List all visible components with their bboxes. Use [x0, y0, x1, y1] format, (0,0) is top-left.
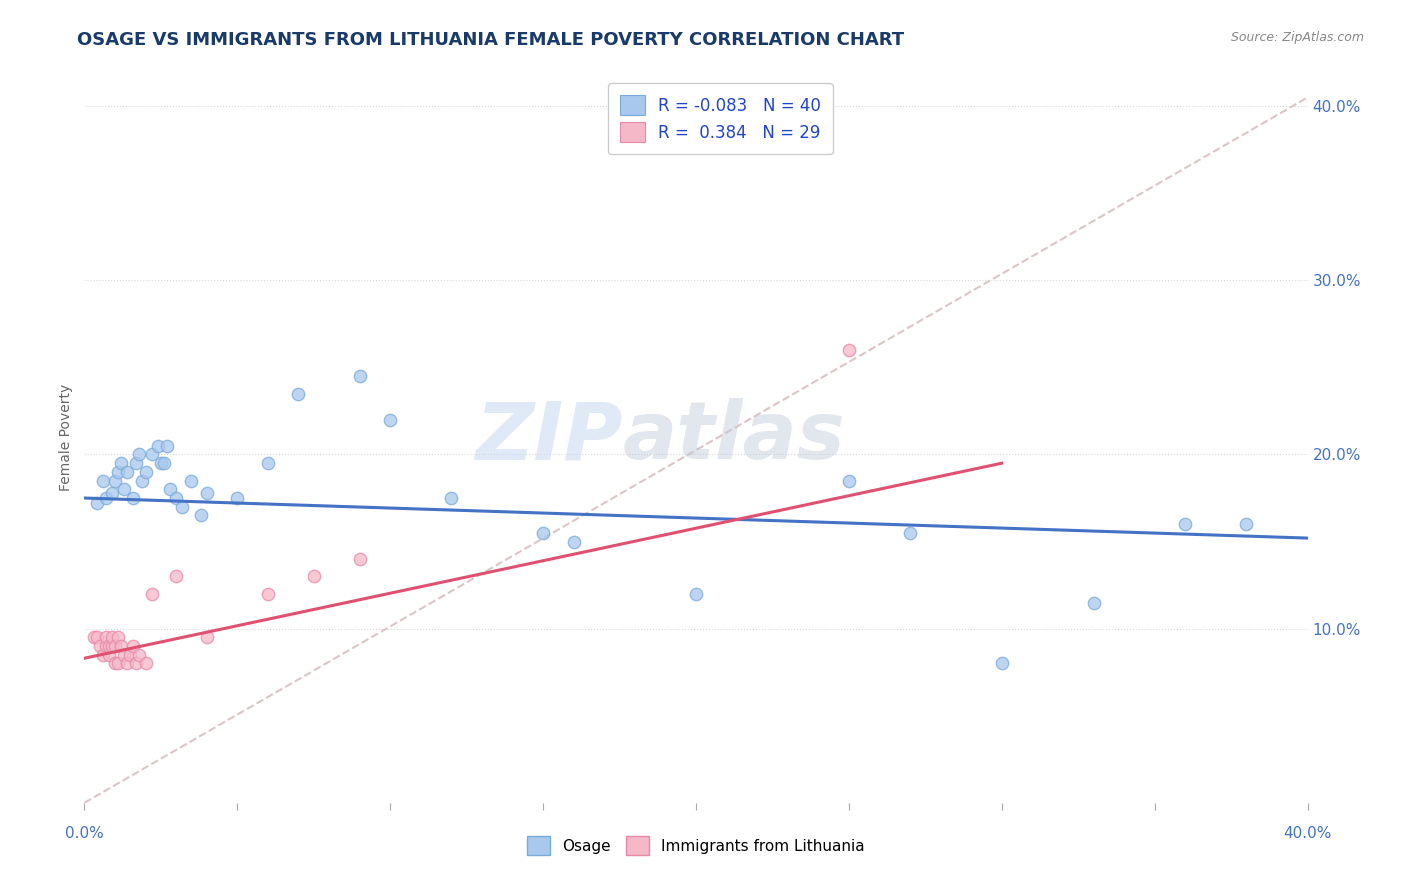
Point	[91, 474, 114, 488]
Point	[97, 639, 120, 653]
Text: atlas: atlas	[623, 398, 845, 476]
Point	[165, 491, 187, 505]
Text: Source: ZipAtlas.com: Source: ZipAtlas.com	[1230, 31, 1364, 45]
Point	[287, 386, 309, 401]
Point	[159, 483, 181, 497]
Point	[531, 525, 554, 540]
Point	[141, 448, 163, 462]
Point	[898, 525, 921, 540]
Point	[131, 474, 153, 488]
Point	[104, 639, 127, 653]
Point	[101, 639, 124, 653]
Point	[562, 534, 585, 549]
Point	[257, 587, 280, 601]
Point	[440, 491, 463, 505]
Point	[172, 500, 194, 514]
Point	[107, 465, 129, 479]
Point	[838, 343, 860, 357]
Point	[156, 439, 179, 453]
Point	[101, 631, 124, 645]
Point	[302, 569, 325, 583]
Text: 0.0%: 0.0%	[65, 825, 104, 840]
Y-axis label: Female Poverty: Female Poverty	[59, 384, 73, 491]
Point	[125, 657, 148, 671]
Text: OSAGE VS IMMIGRANTS FROM LITHUANIA FEMALE POVERTY CORRELATION CHART: OSAGE VS IMMIGRANTS FROM LITHUANIA FEMAL…	[77, 31, 904, 49]
Point	[89, 639, 111, 653]
Point	[128, 648, 150, 662]
Text: 40.0%: 40.0%	[1284, 825, 1331, 840]
Point	[101, 485, 124, 500]
Point	[94, 491, 117, 505]
Point	[104, 474, 127, 488]
Point	[122, 639, 145, 653]
Point	[135, 465, 157, 479]
Point	[115, 465, 138, 479]
Point	[83, 631, 105, 645]
Point	[94, 631, 117, 645]
Legend: Osage, Immigrants from Lithuania: Osage, Immigrants from Lithuania	[522, 830, 870, 861]
Point	[107, 657, 129, 671]
Point	[112, 483, 135, 497]
Point	[120, 648, 142, 662]
Point	[146, 439, 169, 453]
Point	[195, 485, 218, 500]
Point	[91, 648, 114, 662]
Point	[1083, 595, 1105, 609]
Point	[190, 508, 212, 523]
Point	[107, 631, 129, 645]
Point	[141, 587, 163, 601]
Point	[349, 552, 371, 566]
Point	[195, 631, 218, 645]
Point	[149, 456, 172, 470]
Point	[125, 456, 148, 470]
Point	[110, 639, 132, 653]
Point	[110, 456, 132, 470]
Point	[257, 456, 280, 470]
Point	[838, 474, 860, 488]
Point	[349, 369, 371, 384]
Point	[380, 412, 402, 426]
Point	[1174, 517, 1197, 532]
Point	[104, 657, 127, 671]
Point	[685, 587, 707, 601]
Point	[1236, 517, 1258, 532]
Point	[86, 631, 108, 645]
Point	[122, 491, 145, 505]
Point	[94, 639, 117, 653]
Point	[991, 657, 1014, 671]
Point	[86, 496, 108, 510]
Point	[135, 657, 157, 671]
Text: ZIP: ZIP	[475, 398, 623, 476]
Point	[165, 569, 187, 583]
Point	[97, 648, 120, 662]
Point	[128, 448, 150, 462]
Point	[112, 648, 135, 662]
Point	[153, 456, 176, 470]
Point	[115, 657, 138, 671]
Point	[226, 491, 249, 505]
Point	[180, 474, 202, 488]
